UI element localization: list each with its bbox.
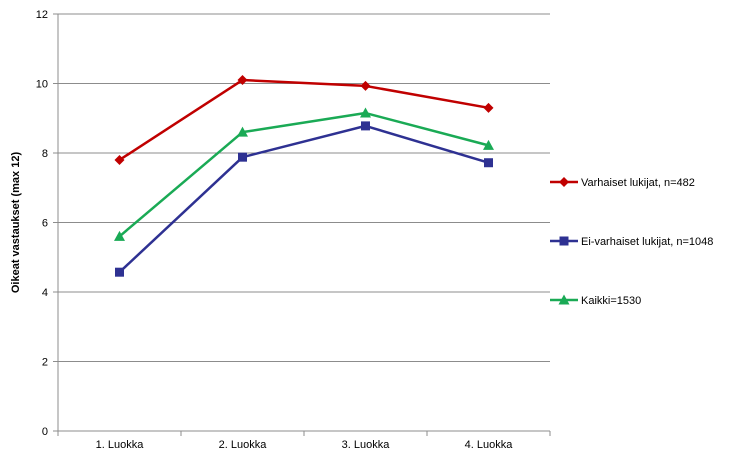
series-line xyxy=(118,111,489,238)
y-axis-label: Oikeat vastaukset (max 12) xyxy=(10,152,22,294)
data-point xyxy=(360,80,371,91)
legend-marker xyxy=(559,236,569,246)
data-point xyxy=(237,75,248,86)
legend-marker xyxy=(559,177,569,187)
data-point xyxy=(483,139,494,150)
data-point xyxy=(238,152,247,162)
y-tick-label: 12 xyxy=(36,9,48,21)
data-point xyxy=(483,102,494,113)
data-point xyxy=(115,267,124,277)
axes xyxy=(53,13,551,436)
x-tick-label: 2. Luokka xyxy=(219,439,268,451)
gridlines xyxy=(58,13,550,362)
legend-label: Varhaiset lukijat, n=482 xyxy=(581,177,695,189)
data-point xyxy=(114,230,125,241)
x-tick-labels: 1. Luokka 2. Luokka 3. Luokka 4. Luokka xyxy=(96,439,514,451)
series-line xyxy=(118,78,489,161)
legend-item: Varhaiset lukijat, n=482 xyxy=(550,177,695,189)
x-tick-label: 4. Luokka xyxy=(465,439,514,451)
legend-item: Ei-varhaiset lukijat, n=1048 xyxy=(550,236,713,248)
data-point xyxy=(361,121,370,131)
data-point xyxy=(484,158,493,168)
x-tick-label: 3. Luokka xyxy=(342,439,391,451)
y-tick-label: 10 xyxy=(36,79,48,91)
data-point xyxy=(237,126,248,137)
y-tick-label: 4 xyxy=(42,287,48,299)
y-tick-label: 2 xyxy=(42,357,48,369)
legend-label: Ei-varhaiset lukijat, n=1048 xyxy=(581,236,713,248)
y-tick-label: 8 xyxy=(42,148,48,160)
legend: Varhaiset lukijat, n=482 Ei-varhaiset luk… xyxy=(550,177,713,307)
series-line xyxy=(118,124,489,274)
y-tick-label: 0 xyxy=(42,426,48,438)
series-1 xyxy=(114,75,494,165)
legend-marker xyxy=(558,294,570,305)
y-tick-label: 6 xyxy=(42,218,48,230)
legend-label: Kaikki=1530 xyxy=(581,295,641,307)
data-point xyxy=(360,107,371,118)
series-2 xyxy=(115,121,493,277)
data-point xyxy=(114,154,125,165)
series-3 xyxy=(114,107,494,241)
y-tick-labels: 0 2 4 6 8 10 12 xyxy=(36,9,48,438)
series-group xyxy=(114,75,494,277)
x-tick-label: 1. Luokka xyxy=(96,439,145,451)
legend-item: Kaikki=1530 xyxy=(550,294,641,307)
